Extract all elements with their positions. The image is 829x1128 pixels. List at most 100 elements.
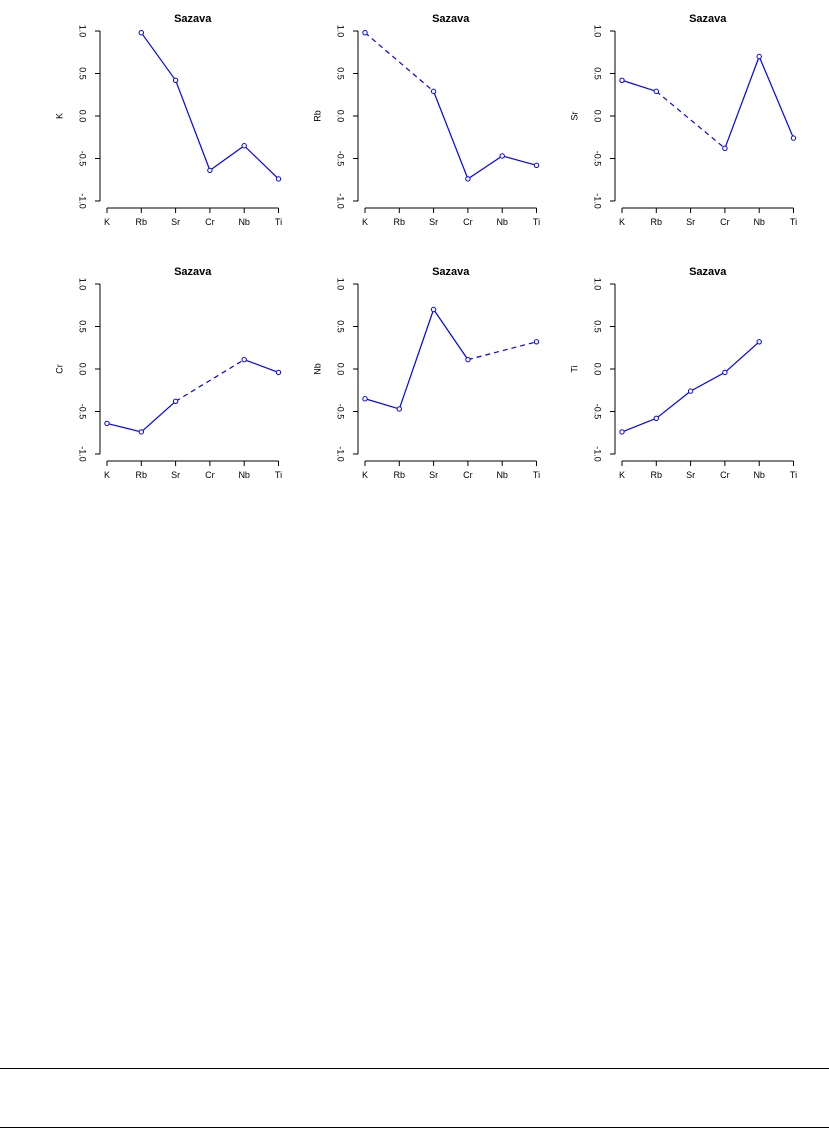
data-point <box>207 167 213 174</box>
y-tick-label: 0.0 <box>336 363 346 376</box>
chart-panel: Sazava -1.0 -0.5 0.0 0.5 1.0 Rb K Rb Sr Cr Nb Ti <box>312 13 540 227</box>
y-tick-label: 0.0 <box>78 110 88 123</box>
data-point <box>362 30 368 36</box>
x-tick-label: Cr <box>463 217 473 227</box>
series-segment-dashed <box>655 90 726 149</box>
y-tick-label: 0.5 <box>336 320 346 333</box>
data-point <box>722 369 728 376</box>
data-point <box>533 339 540 345</box>
data-point <box>499 153 505 159</box>
y-tick-label: 0.5 <box>593 67 603 80</box>
y-tick-label: -0.5 <box>336 404 346 420</box>
y-tick-label: 0.5 <box>593 320 603 333</box>
x-tick-label: Rb <box>394 217 406 227</box>
data-point <box>275 369 282 376</box>
chart-panel: Sazava -1.0 -0.5 0.0 0.5 1.0 Ti K Rb Sr Cr Nb Ti <box>569 266 797 480</box>
x-tick-label: Rb <box>394 470 406 480</box>
y-axis-label: Cr <box>54 364 64 374</box>
data-point <box>465 176 471 182</box>
x-tick-label: Nb <box>753 470 765 480</box>
series-segment <box>209 145 245 171</box>
data-point <box>756 53 762 60</box>
chart-title: Sazava <box>689 266 727 278</box>
x-tick-label: Cr <box>205 217 215 227</box>
y-axis-label: Rb <box>312 110 322 122</box>
series-segment <box>758 56 795 139</box>
series-segment <box>621 417 657 433</box>
y-tick-label: 1.0 <box>593 278 603 291</box>
data-point <box>465 356 471 363</box>
x-tick-label: Rb <box>136 470 148 480</box>
data-point <box>790 135 797 141</box>
series-segment <box>655 390 691 419</box>
series-segment <box>433 309 469 360</box>
data-point <box>241 356 247 363</box>
y-tick-label: -1.0 <box>78 446 88 462</box>
data-point <box>138 30 145 36</box>
series-segment <box>398 309 435 410</box>
series-segment <box>364 398 400 410</box>
chart-title: Sazava <box>174 266 212 278</box>
x-tick-label: Rb <box>651 217 663 227</box>
y-tick-label: 1.0 <box>78 25 88 38</box>
x-tick-label: K <box>104 217 110 227</box>
data-point <box>172 77 179 84</box>
series-segment <box>690 371 726 392</box>
y-tick-label: -0.5 <box>78 151 88 167</box>
series-segment <box>243 359 279 373</box>
x-tick-label: Cr <box>463 470 473 480</box>
series-segment-dashed <box>364 32 434 92</box>
x-tick-label: Sr <box>171 470 180 480</box>
x-tick-label: Ti <box>275 470 282 480</box>
y-tick-label: 0.5 <box>336 67 346 80</box>
data-point <box>362 396 368 402</box>
data-point <box>396 406 402 412</box>
data-point <box>756 339 762 345</box>
y-axis-label: Ti <box>569 365 579 372</box>
y-tick-label: -1.0 <box>78 193 88 209</box>
data-point <box>653 415 659 421</box>
x-tick-label: Sr <box>429 217 438 227</box>
x-tick-label: Ti <box>275 217 282 227</box>
y-tick-label: -1.0 <box>336 446 346 462</box>
x-tick-label: Nb <box>238 470 250 480</box>
x-tick-label: K <box>362 217 368 227</box>
series-segment <box>502 155 537 166</box>
series-segment <box>106 422 142 433</box>
series-segment <box>243 145 279 180</box>
chart-title: Sazava <box>174 13 212 25</box>
data-point <box>619 429 625 435</box>
data-point <box>241 143 247 149</box>
data-point <box>533 162 540 169</box>
series-segment-dashed <box>175 359 245 402</box>
y-tick-label: 1.0 <box>336 25 346 38</box>
data-point <box>430 306 437 313</box>
series-segment <box>621 79 657 92</box>
chart-panel: Sazava -1.0 -0.5 0.0 0.5 1.0 Sr K Rb Sr Cr Nb Ti <box>569 13 797 227</box>
series-segment <box>724 341 760 373</box>
y-tick-label: 0.5 <box>78 67 88 80</box>
x-tick-label: Cr <box>720 470 730 480</box>
x-tick-label: Sr <box>686 470 695 480</box>
x-tick-label: Ti <box>533 217 540 227</box>
chart-title: Sazava <box>432 266 470 278</box>
y-axis-label: Sr <box>569 111 579 120</box>
footer-rule-top <box>0 1068 829 1069</box>
x-tick-label: Rb <box>136 217 148 227</box>
data-point <box>104 420 110 427</box>
y-tick-label: 0.5 <box>78 320 88 333</box>
data-point <box>172 398 179 404</box>
x-tick-label: K <box>104 470 110 480</box>
x-tick-label: Nb <box>753 217 765 227</box>
data-point <box>687 388 694 394</box>
data-point <box>722 145 728 152</box>
x-tick-label: K <box>619 217 625 227</box>
x-tick-label: Sr <box>171 217 180 227</box>
y-tick-label: 0.0 <box>78 363 88 376</box>
y-tick-label: 1.0 <box>336 278 346 291</box>
chart-panel: Sazava -1.0 -0.5 0.0 0.5 1.0 Nb K Rb Sr Cr Nb Ti <box>312 266 540 480</box>
y-tick-label: 0.0 <box>336 110 346 123</box>
x-tick-label: Sr <box>686 217 695 227</box>
x-tick-label: Rb <box>651 470 663 480</box>
